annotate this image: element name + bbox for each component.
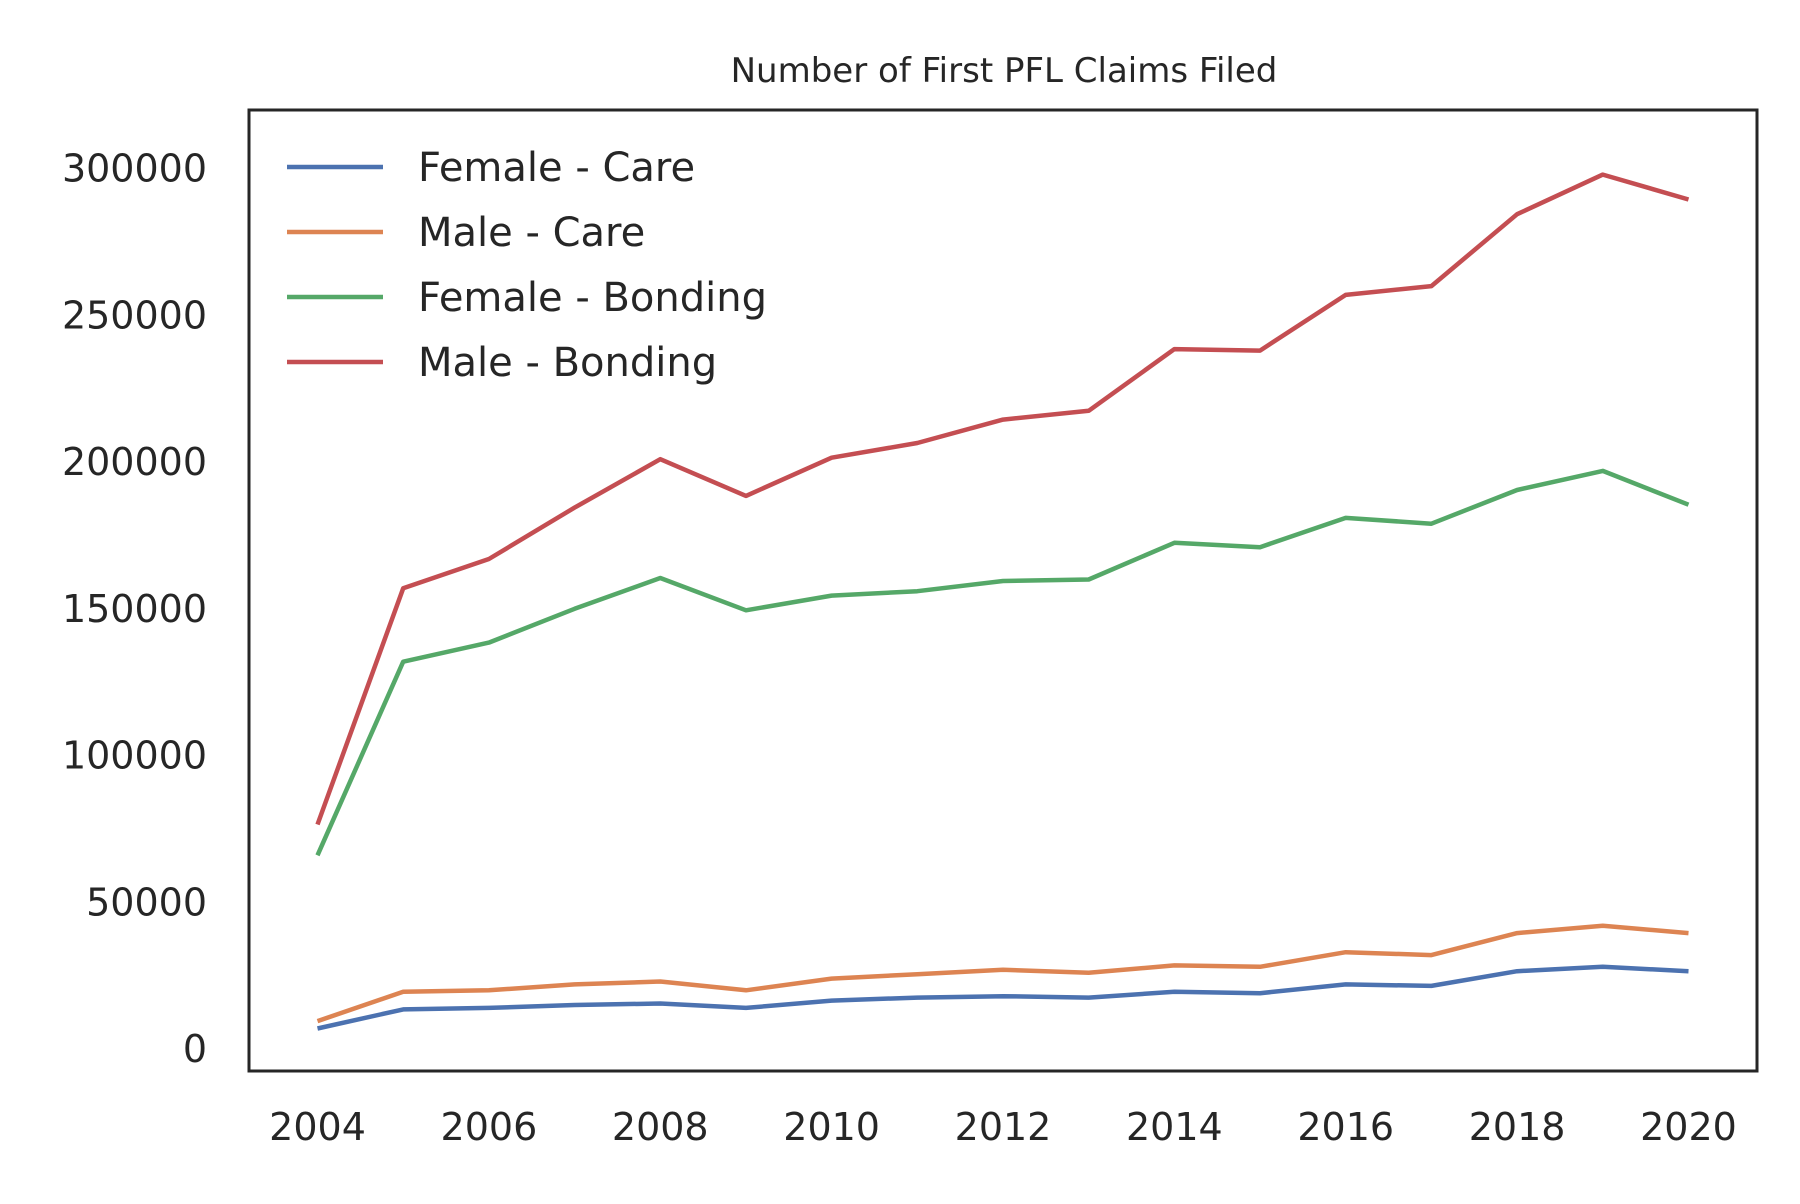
series-line-0: [317, 964, 1689, 1031]
x-tick-label: 2014: [1126, 1105, 1223, 1149]
x-tick-label: 2012: [955, 1105, 1052, 1149]
legend-label: Male - Bonding: [418, 340, 717, 386]
series-line-3: [315, 172, 1690, 826]
y-tick-label: 200000: [62, 440, 207, 484]
x-tick-label: 2008: [612, 1105, 709, 1149]
x-tick-label: 2010: [783, 1105, 880, 1149]
x-tick-label: 2006: [441, 1105, 538, 1149]
legend-label: Male - Care: [418, 210, 645, 256]
y-tick-label: 300000: [62, 147, 207, 191]
axes-group: 2004 2006 2008 2010 2012 2014 2016 2018 2020 0 500…: [62, 147, 1737, 1149]
y-tick-label: 250000: [62, 293, 207, 337]
series-line-2: [315, 468, 1690, 857]
y-tick-label: 0: [183, 1027, 207, 1071]
chart-title-group: Number of First PFL Claims Filed: [731, 51, 1278, 91]
legend: Female - Care Male - Care Female - Bonding…: [287, 145, 767, 386]
series-lines-group: [315, 172, 1690, 1031]
series-line-1: [316, 923, 1689, 1024]
y-tick-label: 150000: [62, 587, 207, 631]
plot-area-frame: [247, 108, 1759, 1073]
y-tick-label: 100000: [62, 734, 207, 778]
chart-title: Number of First PFL Claims Filed: [731, 51, 1278, 91]
x-tick-label: 2016: [1297, 1105, 1394, 1149]
legend-label: Female - Care: [418, 145, 695, 191]
x-tick-label: 2004: [269, 1105, 366, 1149]
legend-label: Female - Bonding: [418, 275, 767, 321]
x-tick-label: 2020: [1640, 1105, 1737, 1149]
x-tick-label: 2018: [1469, 1105, 1566, 1149]
y-tick-label: 50000: [86, 880, 207, 924]
